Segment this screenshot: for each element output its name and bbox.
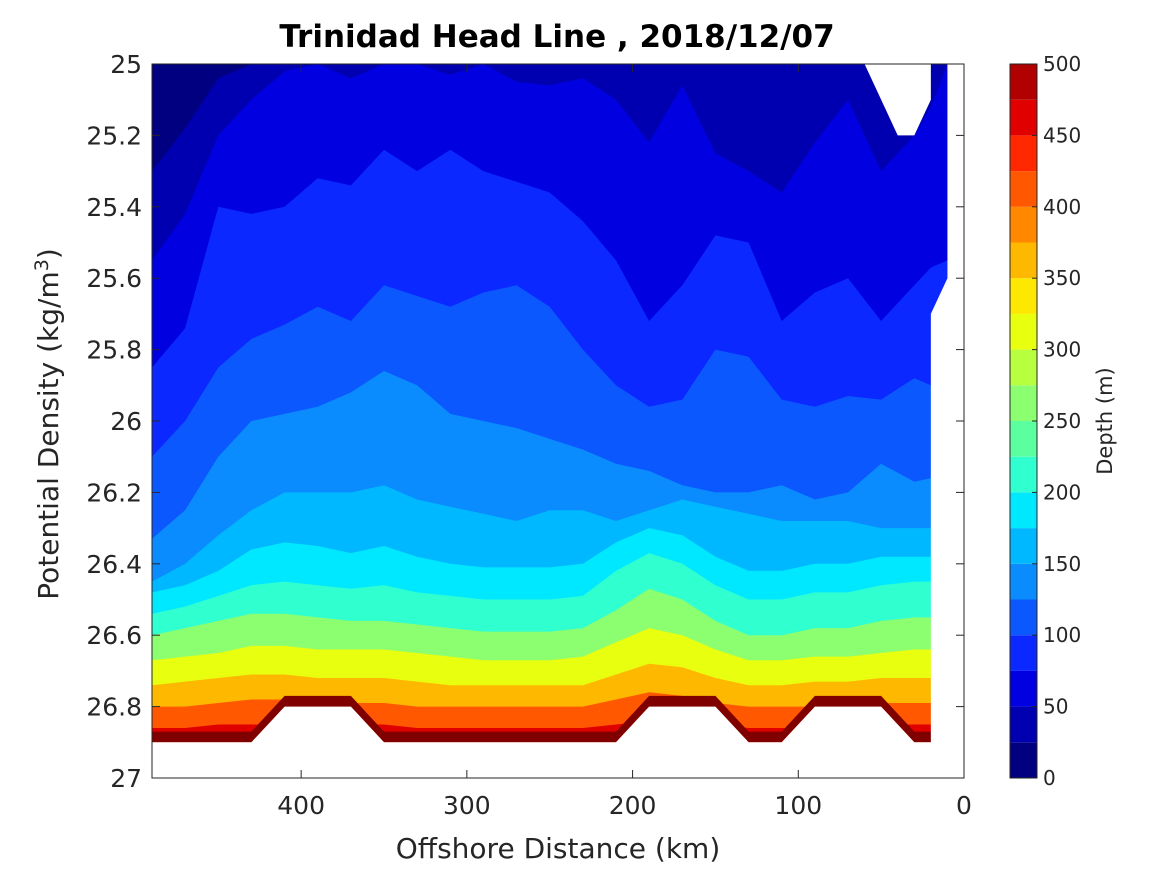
colorbar-tick-label: 350 <box>1043 266 1081 290</box>
colorbar-swatch <box>1010 135 1037 172</box>
y-axis-label-close: ) <box>32 248 65 259</box>
colorbar-swatch <box>1010 171 1037 207</box>
colorbar-swatch <box>1010 742 1037 778</box>
colorbar-tick-label: 250 <box>1043 409 1081 433</box>
y-tick-label: 25 <box>110 50 142 79</box>
x-tick-label: 0 <box>956 791 972 820</box>
y-axis-label-superscript: 3 <box>31 259 53 271</box>
colorbar-swatch <box>1010 349 1037 386</box>
x-tick-label: 200 <box>609 791 657 820</box>
contour-band-deepest <box>152 695 948 743</box>
colorbar-swatch <box>1010 421 1037 457</box>
y-tick-label: 27 <box>110 764 142 793</box>
colorbar: 0 50 100 150 200 250 300 350 400 450 500 <box>1009 52 1081 790</box>
colorbar-swatch <box>1010 99 1037 136</box>
surface-no-data-mask <box>864 64 931 136</box>
colorbar-tick-label: 100 <box>1043 623 1081 647</box>
colorbar-label: Depth (m) <box>1093 367 1117 474</box>
x-tick-label: 100 <box>774 791 822 820</box>
colorbar-swatch <box>1010 278 1037 314</box>
x-tick-label: 400 <box>277 791 325 820</box>
x-axis-label: Offshore Distance (km) <box>396 832 721 865</box>
y-tick-label: 25.6 <box>86 264 142 293</box>
colorbar-swatch <box>1010 242 1037 279</box>
colorbar-tick-label: 300 <box>1043 338 1081 362</box>
colorbar-swatch <box>1010 635 1037 671</box>
colorbar-tick-label: 50 <box>1043 695 1068 719</box>
colorbar-tick-label: 400 <box>1043 195 1081 219</box>
x-axis: 400 300 200 100 0 <box>277 64 972 820</box>
offshore-edge-mask <box>947 64 964 279</box>
colorbar-swatch <box>1010 670 1037 707</box>
x-tick-label: 300 <box>443 791 491 820</box>
nearshore-no-data-mask <box>930 278 964 778</box>
colorbar-swatch <box>1010 528 1037 564</box>
colorbar-tick-label: 150 <box>1043 552 1081 576</box>
y-tick-label: 25.2 <box>86 121 142 150</box>
colorbar-swatch <box>1010 492 1037 529</box>
y-tick-label: 26.4 <box>86 550 142 579</box>
colorbar-tick-label: 0 <box>1043 766 1056 790</box>
colorbar-swatch <box>1010 706 1037 743</box>
y-axis-label: Potential Density (kg/m3) <box>31 248 65 600</box>
colorbar-tick-label: 200 <box>1043 480 1081 504</box>
y-tick-label: 26 <box>110 407 142 436</box>
y-tick-label: 25.8 <box>86 336 142 365</box>
below-bottom-mask <box>152 706 964 778</box>
colorbar-swatch <box>1010 64 1037 100</box>
y-tick-label: 25.4 <box>86 193 142 222</box>
colorbar-swatch <box>1010 313 1037 350</box>
colorbar-tick-label: 500 <box>1043 52 1081 76</box>
contour-fill-layer <box>152 64 964 778</box>
colorbar-swatch <box>1010 385 1037 421</box>
colorbar-swatch <box>1010 563 1037 600</box>
colorbar-swatch <box>1010 599 1037 636</box>
colorbar-swatch <box>1010 206 1037 243</box>
colorbar-tick-label: 450 <box>1043 123 1081 147</box>
y-tick-label: 26.8 <box>86 693 142 722</box>
y-tick-label: 26.2 <box>86 478 142 507</box>
colorbar-swatch <box>1010 456 1037 493</box>
y-tick-label: 26.6 <box>86 621 142 650</box>
y-axis-label-text: Potential Density (kg/m <box>32 271 65 600</box>
chart-title: Trinidad Head Line , 2018/12/07 <box>279 19 834 55</box>
y-axis: 25 25.2 25.4 25.6 25.8 26 26.2 26.4 26.6 26.8 27 <box>86 50 964 793</box>
